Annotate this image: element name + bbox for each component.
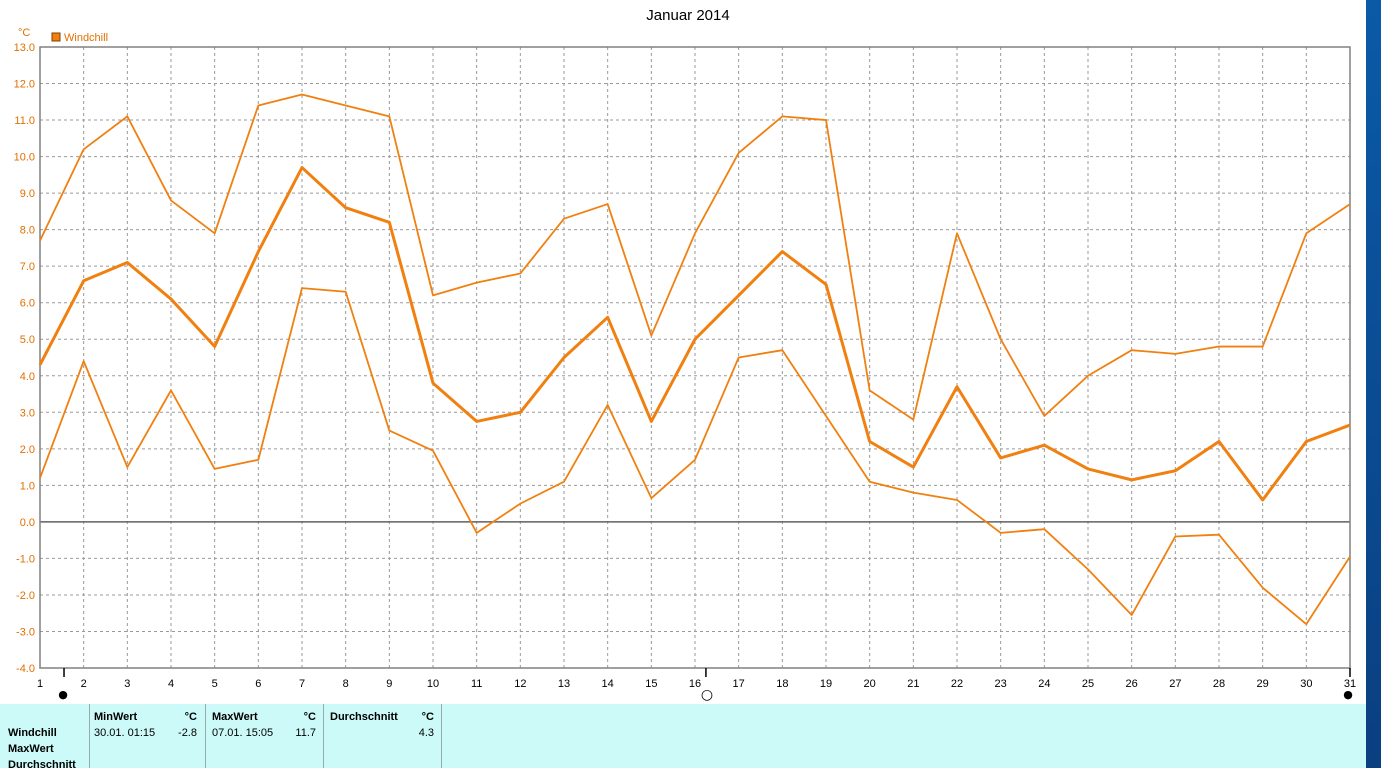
x-tick-label: 30 (1300, 678, 1312, 690)
x-tick-label: 11 (471, 678, 482, 690)
max-date: 07.01. 15:05 (212, 727, 274, 739)
x-tick-label: 12 (514, 678, 526, 690)
avg-column: Durchschnitt °C 4.3 (324, 704, 442, 768)
x-tick-label: 1 (37, 678, 43, 690)
y-tick-label: 0.0 (20, 517, 35, 529)
x-tick-label: 26 (1126, 678, 1138, 690)
x-tick-label: 18 (776, 678, 788, 690)
row-labels: Windchill MaxWert Durchschnitt (0, 704, 90, 771)
y-tick-label: 4.0 (20, 371, 35, 383)
max-header: MaxWert (212, 711, 258, 723)
row-label-windchill: Windchill (8, 727, 57, 739)
x-tick-labels: 1 2 3 4 5 6 7 8 9 10 11 12 13 14 15 16 17 18 19 20 21 22 23 24 2… (37, 668, 1356, 690)
y-tick-label: 10.0 (14, 152, 35, 164)
row-label-durchschnitt: Durchschnitt (8, 759, 76, 771)
min-value: -2.8 (178, 727, 197, 739)
chart-title: Januar 2014 (646, 7, 729, 24)
x-tick-label: 13 (558, 678, 570, 690)
grid-lines (40, 47, 1350, 668)
x-tick-label: 8 (343, 678, 349, 690)
y-unit-label: °C (18, 27, 30, 39)
y-tick-label: 12.0 (14, 79, 35, 91)
series-line-high (39, 93, 1351, 421)
max-column: MaxWert °C 07.01. 15:05 11.7 (206, 704, 324, 768)
series-lines (38, 93, 1351, 626)
y-tick-label: 7.0 (20, 261, 35, 273)
y-tick-label: 6.0 (20, 298, 35, 310)
max-unit: °C (303, 711, 316, 723)
y-tick-label: 11.0 (14, 115, 35, 127)
min-column: MinWert °C 30.01. 01:15 -2.8 (90, 704, 206, 768)
windchill-chart: 13.012.011.010.09.08.07.06.05.04.03.02.0… (14, 7, 1357, 703)
series-line-mean (38, 166, 1351, 502)
max-value: 11.7 (295, 727, 316, 739)
x-tick-label: 4 (168, 678, 174, 690)
x-tick-label: 3 (124, 678, 130, 690)
x-tick-label: 15 (645, 678, 657, 690)
y-tick-label: 8.0 (20, 225, 35, 237)
x-tick-label: 2 (81, 678, 87, 690)
avg-value: 4.3 (418, 727, 434, 739)
x-tick-label: 7 (299, 678, 305, 690)
legend-swatch (51, 32, 61, 42)
x-tick-label: 9 (386, 678, 392, 690)
full-moon-marker: ○ (701, 687, 713, 703)
y-tick-label: -2.0 (16, 590, 35, 602)
x-tick-label: 27 (1169, 678, 1181, 690)
x-tick-label: 23 (995, 678, 1007, 690)
y-tick-label: -4.0 (16, 663, 35, 675)
plot-frame (39, 46, 1351, 669)
y-tick-labels: 13.0 12.0 11.0 10.0 9.0 8.0 7.0 6.0 5.0 4.0 3.0 2.0… (14, 42, 35, 675)
x-tick-label: 28 (1213, 678, 1225, 690)
y-tick-label: 1.0 (20, 480, 35, 492)
new-moon-marker-2: ● (1343, 688, 1353, 701)
y-tick-label: 13.0 (14, 42, 35, 54)
y-tick-label: 2.0 (20, 444, 35, 456)
x-tick-label: 17 (733, 678, 745, 690)
y-tick-label: 5.0 (20, 334, 35, 346)
x-tick-label: 19 (820, 678, 832, 690)
min-header: MinWert (94, 711, 138, 723)
avg-unit: °C (421, 711, 434, 723)
y-tick-label: -1.0 (16, 553, 35, 565)
x-tick-label: 24 (1038, 678, 1050, 690)
y-tick-label: -3.0 (16, 626, 35, 638)
window-edge (1366, 0, 1381, 768)
x-tick-label: 10 (427, 678, 439, 690)
x-tick-label: 14 (602, 678, 614, 690)
series-line-low (39, 287, 1351, 626)
min-date: 30.01. 01:15 (94, 727, 156, 739)
x-tick-label: 5 (212, 678, 218, 690)
new-moon-marker-1: ● (58, 688, 68, 701)
row-label-maxwert: MaxWert (8, 743, 54, 755)
min-unit: °C (184, 711, 197, 723)
x-tick-label: 16 (689, 678, 701, 690)
x-tick-label: 22 (951, 678, 963, 690)
x-tick-label: 20 (864, 678, 876, 690)
x-tick-label: 6 (255, 678, 261, 690)
y-tick-label: 9.0 (20, 188, 35, 200)
x-tick-label: 29 (1257, 678, 1269, 690)
y-tick-label: 3.0 (20, 407, 35, 419)
x-tick-label: 25 (1082, 678, 1094, 690)
legend-label-windchill: Windchill (64, 32, 108, 44)
x-tick-label: 31 (1344, 678, 1356, 690)
statistics-panel: Windchill MaxWert Durchschnitt MinWert °… (0, 704, 1366, 771)
avg-header: Durchschnitt (330, 711, 398, 723)
x-tick-label: 21 (907, 678, 919, 690)
